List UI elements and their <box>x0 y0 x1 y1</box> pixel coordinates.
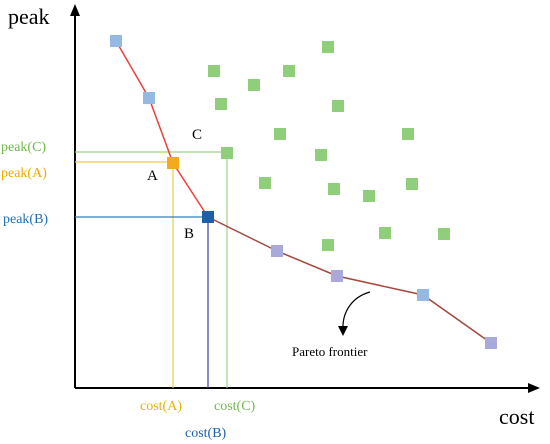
pareto-frontier-label: Pareto frontier <box>292 344 368 359</box>
guide-lines <box>75 151 228 388</box>
dominated-point <box>259 177 271 189</box>
point-a-label: A <box>147 168 158 184</box>
frontier-point <box>110 35 122 47</box>
point-c <box>221 147 233 159</box>
cost-b-label: cost(B) <box>185 426 227 441</box>
dominated-point <box>402 128 414 140</box>
point-c-label: C <box>192 127 202 143</box>
dominated-point <box>283 65 295 77</box>
x-axis-arrowhead <box>528 383 540 393</box>
dominated-point <box>332 100 344 112</box>
dominated-point <box>328 183 340 195</box>
dominated-point <box>274 128 286 140</box>
frontier-point <box>485 337 497 349</box>
dominated-point <box>438 228 450 240</box>
point-b <box>202 211 214 223</box>
cost-c-label: cost(C) <box>214 399 256 414</box>
frontier-point <box>143 92 155 104</box>
dominated-point <box>406 178 418 190</box>
frontier-point <box>417 289 429 301</box>
point-b-label: B <box>184 226 194 242</box>
axes <box>70 4 540 393</box>
annotation-arrowhead <box>338 326 348 336</box>
pareto-annotation-arrow <box>338 291 371 336</box>
frontier-steep-segment <box>115 40 209 218</box>
peak-c-label: peak(C) <box>1 140 46 155</box>
frontier-point <box>331 270 343 282</box>
y-axis-title: peak <box>8 4 50 29</box>
dominated-point <box>379 227 391 239</box>
annotation-arrow-curve <box>342 291 371 331</box>
y-axis-arrowhead <box>70 4 80 16</box>
pareto-frontier <box>115 40 492 344</box>
frontier-points <box>110 35 497 349</box>
dominated-point <box>248 79 260 91</box>
peak-b-label: peak(B) <box>3 212 48 227</box>
peak-a-label: peak(A) <box>1 166 47 181</box>
point-a <box>167 157 179 169</box>
dominated-point <box>363 190 375 202</box>
cost-a-label: cost(A) <box>140 399 182 414</box>
dominated-point <box>215 98 227 110</box>
dominated-point <box>315 149 327 161</box>
x-axis-title: cost <box>499 404 534 429</box>
dominated-point <box>322 239 334 251</box>
frontier-point <box>271 245 283 257</box>
dominated-point <box>208 65 220 77</box>
dominated-point <box>322 41 334 53</box>
dominated-points <box>208 41 450 251</box>
